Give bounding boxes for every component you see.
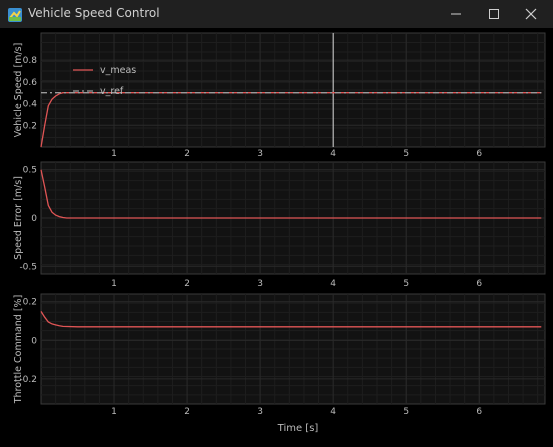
- x-axis-label: Time [s]: [277, 423, 319, 434]
- speed-y-tick-label: 0.8: [23, 56, 38, 66]
- legend-label-v_meas: v_meas: [100, 65, 136, 76]
- error-x-tick-label: 6: [476, 279, 482, 289]
- figure-canvas[interactable]: 1 2 3 4 5 6 0.2 0.4 0.6 0.8 Vehicle Speed [m/s] v_m…: [0, 28, 553, 443]
- throttle-x-tick-label: 1: [111, 407, 117, 417]
- close-button[interactable]: [513, 0, 549, 28]
- throttle-x-tick-label: 2: [184, 407, 190, 417]
- throttle-x-tick-label: 5: [403, 407, 409, 417]
- speed-x-tick-label: 5: [403, 149, 409, 159]
- speed-y-tick-label: 0.2: [23, 121, 37, 131]
- throttle-x-tick-label: 6: [476, 407, 482, 417]
- error-y-axis-label: Speed Error [m/s]: [13, 176, 24, 260]
- legend-label-v_ref: v_ref: [100, 86, 124, 97]
- error-series-line-0: [40, 169, 542, 219]
- python-app-icon: [8, 7, 22, 22]
- error-x-tick-label: 4: [330, 279, 336, 289]
- maximize-button[interactable]: [476, 0, 512, 28]
- close-icon: [525, 8, 537, 20]
- error-x-tick-label: 5: [403, 279, 409, 289]
- throttle-x-tick-label: 3: [257, 407, 263, 417]
- throttle-y-tick-label: -0.2: [19, 375, 37, 385]
- throttle-series-line-0: [40, 311, 542, 328]
- speed-x-tick-label: 4: [330, 149, 336, 159]
- speed-x-tick-label: 3: [257, 149, 263, 159]
- throttle-x-tick-label: 4: [330, 407, 336, 417]
- error-x-tick-label: 1: [111, 279, 117, 289]
- speed-x-tick-label: 2: [184, 149, 190, 159]
- throttle-y-axis-label: Throttle Command [%]: [13, 295, 24, 405]
- speed-y-axis-label: Vehicle Speed [m/s]: [13, 43, 24, 138]
- maximize-icon: [489, 9, 499, 19]
- speed-y-tick-label: 0.6: [23, 78, 38, 88]
- speed-x-tick-label: 1: [111, 149, 117, 159]
- speed-y-tick-label: 0.4: [23, 100, 38, 110]
- minimize-button[interactable]: [438, 0, 474, 28]
- speed-x-tick-label: 6: [476, 149, 482, 159]
- throttle-y-tick-label: 0.2: [23, 298, 37, 308]
- error-y-tick-label: 0: [31, 214, 37, 224]
- minimize-icon: [451, 13, 461, 15]
- error-x-tick-label: 3: [257, 279, 263, 289]
- error-y-tick-label: -0.5: [19, 262, 37, 272]
- title-bar[interactable]: Vehicle Speed Control: [0, 0, 553, 28]
- window-title: Vehicle Speed Control: [28, 6, 160, 20]
- throttle-y-tick-label: 0: [31, 336, 37, 346]
- error-y-tick-label: 0.5: [23, 166, 37, 176]
- error-x-tick-label: 2: [184, 279, 190, 289]
